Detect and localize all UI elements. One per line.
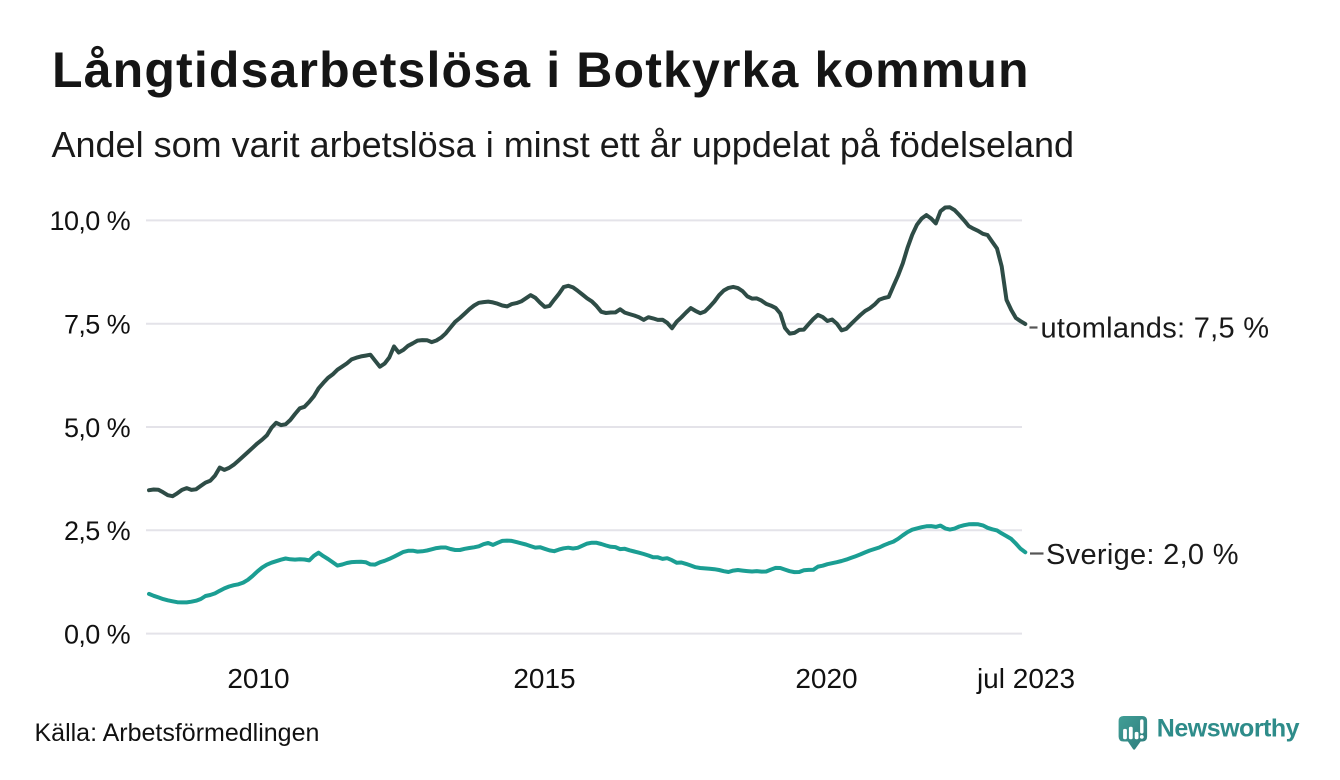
svg-text:Långtidsarbetslösa i Botkyrka: Långtidsarbetslösa i Botkyrka kommun [52,42,1030,98]
svg-text:2015: 2015 [513,663,575,694]
svg-text:5,0 %: 5,0 % [64,413,131,443]
svg-text:Källa: Arbetsförmedlingen: Källa: Arbetsförmedlingen [35,719,320,747]
svg-text:Sverige: 2,0 %: Sverige: 2,0 % [1046,539,1239,571]
svg-text:utomlands: 7,5 %: utomlands: 7,5 % [1041,313,1270,345]
svg-text:0,0 %: 0,0 % [64,619,131,649]
svg-text:jul 2023: jul 2023 [976,663,1075,694]
svg-text:10,0 %: 10,0 % [50,206,131,236]
svg-text:2,5 %: 2,5 % [64,516,131,546]
svg-text:2020: 2020 [795,663,857,694]
svg-text:2010: 2010 [227,663,289,694]
svg-text:Andel som varit arbetslösa i m: Andel som varit arbetslösa i minst ett å… [52,124,1075,165]
svg-text:Newsworthy: Newsworthy [1157,715,1300,743]
svg-text:7,5 %: 7,5 % [64,310,131,340]
